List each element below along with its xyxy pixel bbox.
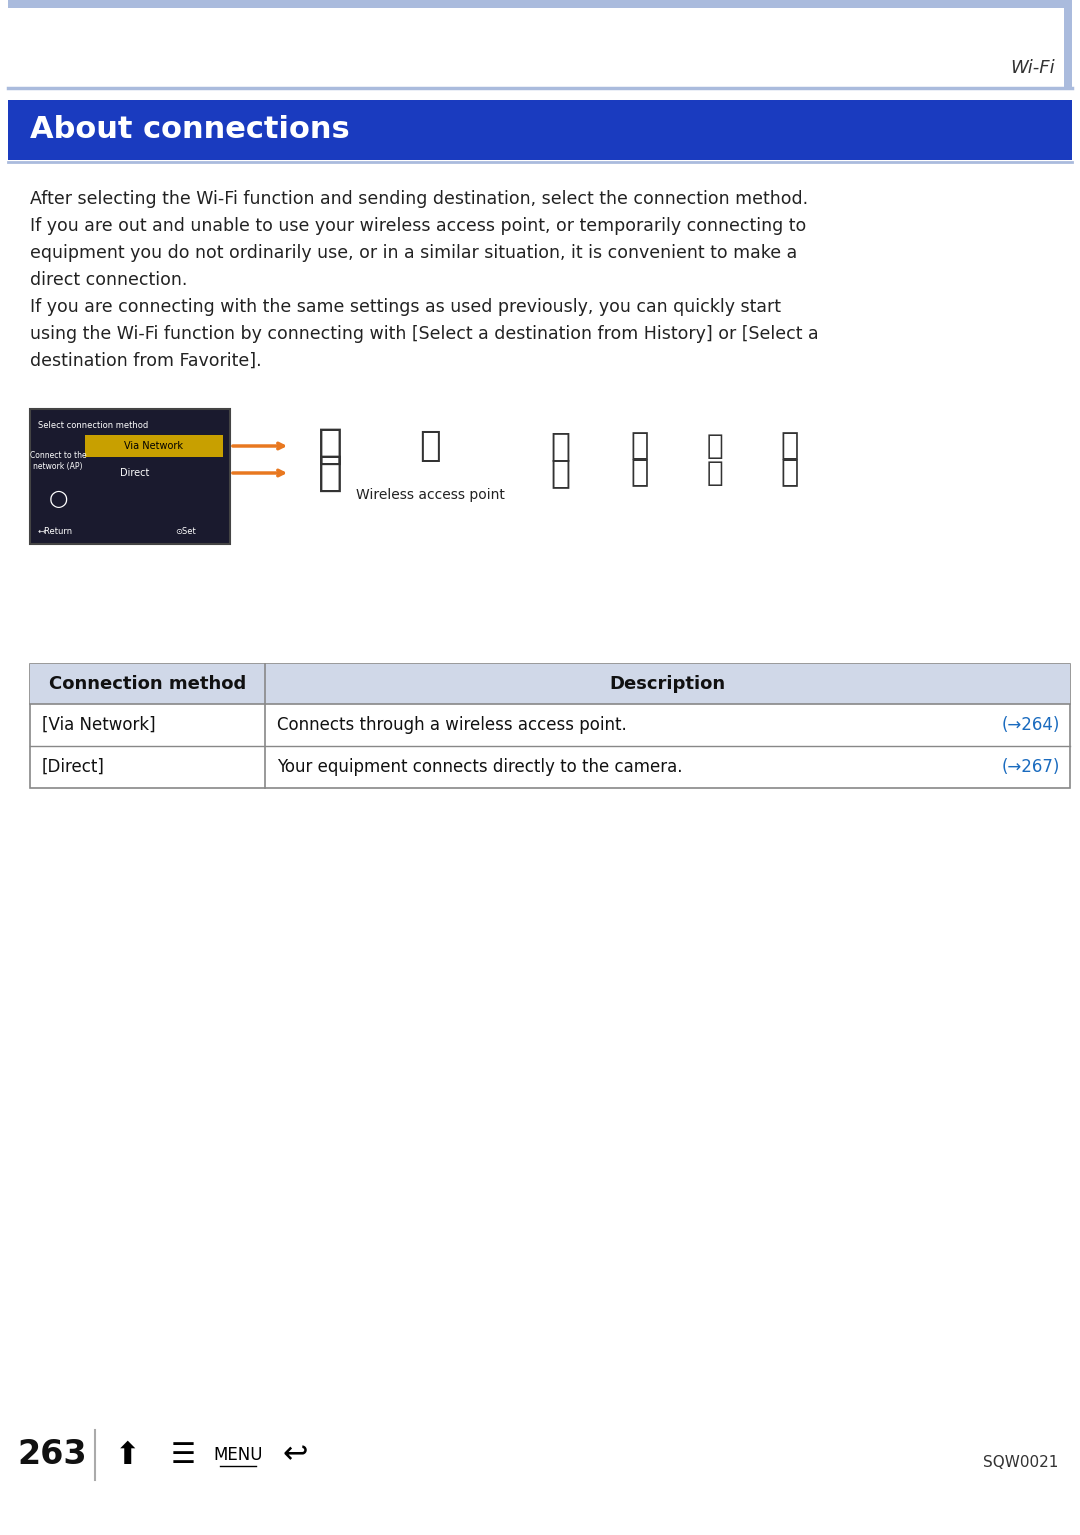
Text: 📷: 📷 [318, 425, 342, 467]
Bar [1064, 0, 1072, 91]
Text: ☰: ☰ [171, 1441, 195, 1469]
Text: After selecting the Wi-Fi function and sending destination, select the connectio: After selecting the Wi-Fi function and s… [30, 190, 808, 209]
Bar [30, 665, 1070, 787]
Text: Connects through a wireless access point.: Connects through a wireless access point… [276, 715, 626, 734]
Text: If you are out and unable to use your wireless access point, or temporarily conn: If you are out and unable to use your wi… [30, 216, 807, 235]
Text: destination from Favorite].: destination from Favorite]. [30, 352, 261, 370]
Bar [30, 665, 1070, 705]
Bar [30, 408, 230, 543]
Text: [Direct]: [Direct] [42, 758, 105, 777]
Text: ○: ○ [49, 490, 68, 510]
Text: 263: 263 [17, 1438, 86, 1472]
Text: Direct: Direct [120, 468, 149, 477]
Text: direct connection.: direct connection. [30, 272, 187, 289]
Bar [85, 434, 222, 457]
Text: 🖨: 🖨 [781, 459, 799, 488]
Text: 🖨: 🖨 [781, 431, 799, 460]
Text: equipment you do not ordinarily use, or in a similar situation, it is convenient: equipment you do not ordinarily use, or … [30, 244, 797, 262]
Text: 🖥: 🖥 [631, 431, 649, 460]
Text: Connection method: Connection method [49, 675, 246, 692]
Text: Description: Description [609, 675, 726, 692]
Text: ↩: ↩ [282, 1440, 308, 1469]
Text: 💻: 💻 [550, 456, 570, 490]
Text: using the Wi-Fi function by connecting with [Select a destination from History] : using the Wi-Fi function by connecting w… [30, 325, 819, 342]
Text: 📶: 📶 [419, 428, 441, 464]
Text: Via Network: Via Network [124, 441, 184, 451]
Text: SQW0021: SQW0021 [983, 1455, 1058, 1471]
Text: Select connection method: Select connection method [38, 421, 148, 430]
Text: Wireless access point: Wireless access point [355, 488, 504, 502]
Text: [Via Network]: [Via Network] [42, 715, 156, 734]
Text: 📷: 📷 [318, 451, 342, 494]
Text: ⊙Set: ⊙Set [175, 527, 195, 536]
Text: MENU: MENU [213, 1446, 262, 1464]
Text: ⬆: ⬆ [116, 1440, 140, 1469]
Text: If you are connecting with the same settings as used previously, you can quickly: If you are connecting with the same sett… [30, 298, 781, 316]
Bar [8, 100, 1072, 160]
Text: Connect to the
network (AP): Connect to the network (AP) [29, 451, 86, 471]
Text: ↤Return: ↤Return [38, 527, 73, 536]
Text: 📺: 📺 [706, 431, 724, 460]
Text: (→267): (→267) [1001, 758, 1059, 777]
Text: 📺: 📺 [706, 459, 724, 487]
Text: 🖥: 🖥 [631, 459, 649, 488]
Bar [8, 0, 1072, 8]
Text: 💻: 💻 [550, 430, 570, 462]
Text: Wi-Fi: Wi-Fi [1011, 58, 1055, 77]
Text: About connections: About connections [30, 115, 350, 144]
Text: (→264): (→264) [1001, 715, 1059, 734]
Text: Your equipment connects directly to the camera.: Your equipment connects directly to the … [276, 758, 683, 777]
